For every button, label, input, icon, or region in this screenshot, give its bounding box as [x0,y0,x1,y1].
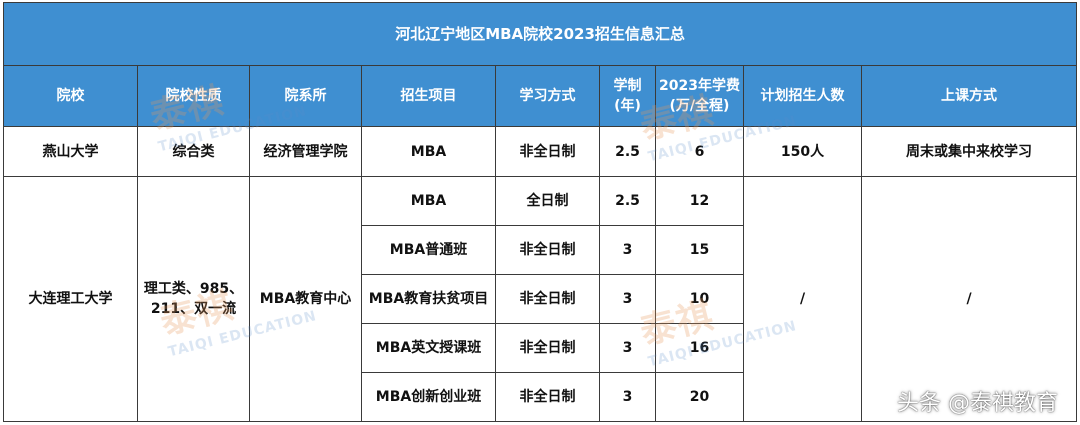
tuition-cell: 20 [655,372,744,422]
table-row: MBA普通班 非全日制 3 15 [4,225,1077,275]
header-program: 招生项目 [361,65,496,127]
header-school: 院校 [3,65,138,127]
duration-cell: 3 [599,372,656,422]
school-cell: 燕山大学 [3,126,138,177]
mode-cell: 非全日制 [495,126,600,177]
duration-cell: 2.5 [599,176,656,226]
table-row: MBA教育扶贫项目 非全日制 3 10 [4,274,1077,324]
tuition-cell: 15 [655,225,744,275]
nature-cell: 理工类、985、 211、双一流 [137,176,250,422]
header-nature: 院校性质 [137,65,250,127]
header-duration: 学制 (年) [599,65,656,127]
mode-cell: 非全日制 [495,274,600,324]
table-row: 大连理工大学 理工类、985、 211、双一流 MBA教育中心 MBA 全日制 … [3,176,1078,422]
mode-cell: 非全日制 [495,225,600,275]
title-row: 河北辽宁地区MBA院校2023招生信息汇总 [2,2,1078,66]
duration-cell: 3 [599,225,656,275]
class-mode-cell: / [860,176,1078,422]
program-cell: MBA教育扶贫项目 [361,274,496,324]
duration-cell: 3 [599,323,656,373]
mode-cell: 非全日制 [495,372,600,422]
duration-cell: 3 [599,274,656,324]
table-row: MBA创新创业班 非全日制 3 20 [4,372,1077,422]
table-row: 燕山大学 综合类 经济管理学院 MBA 非全日制 2.5 6 150人 周末或集… [3,126,1078,177]
quota-cell: 150人 [743,126,862,177]
tuition-cell: 6 [655,126,744,177]
program-cell: MBA普通班 [361,225,496,275]
mode-cell: 非全日制 [495,323,600,373]
header-quota: 计划招生人数 [743,65,862,127]
header-mode: 学习方式 [495,65,600,127]
mode-cell: 全日制 [495,176,600,226]
department-cell: MBA教育中心 [249,176,362,422]
program-cell: MBA创新创业班 [361,372,496,422]
duration-cell: 2.5 [599,126,656,177]
table-row: MBA英文授课班 非全日制 3 16 [4,323,1077,373]
program-cell: MBA英文授课班 [361,323,496,373]
tuition-cell: 12 [655,176,744,226]
tuition-cell: 16 [655,323,744,373]
header-department: 院系所 [249,65,362,127]
department-cell: 经济管理学院 [249,126,362,177]
header-row: 院校 院校性质 院系所 招生项目 学习方式 学制 (年) 2023年学费 (万/… [3,65,1078,127]
school-cell: 大连理工大学 [3,176,138,422]
header-tuition: 2023年学费 (万/全程) [655,65,744,127]
class-mode-cell: 周末或集中来校学习 [860,126,1078,177]
tuition-cell: 10 [655,274,744,324]
program-cell: MBA [361,176,496,226]
program-cell: MBA [361,126,496,177]
quota-cell: / [743,176,862,422]
nature-cell: 综合类 [137,126,250,177]
table-title: 河北辽宁地区MBA院校2023招生信息汇总 [2,2,1078,66]
header-class-mode: 上课方式 [860,65,1078,127]
footer-brand: 头条 @泰祺教育 [897,391,1058,416]
